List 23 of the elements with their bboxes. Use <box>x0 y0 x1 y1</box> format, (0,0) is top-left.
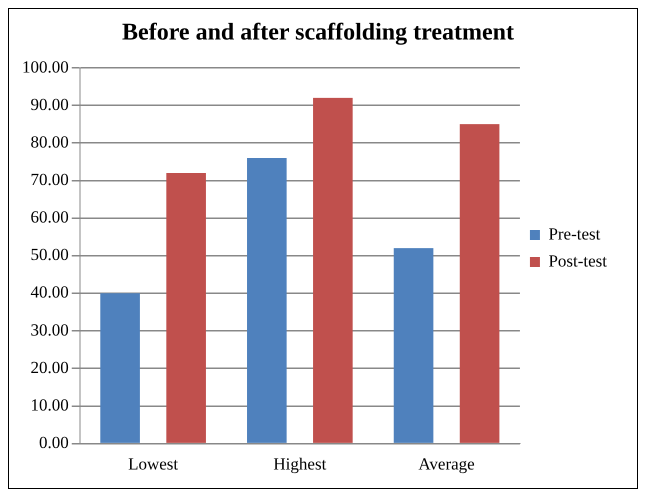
x-tick-label: Lowest <box>128 454 178 474</box>
bar <box>313 98 353 443</box>
legend-label: Post-test <box>548 251 608 270</box>
bar <box>100 293 140 443</box>
y-tick-label: 60.00 <box>30 208 69 227</box>
bar <box>460 124 500 443</box>
y-tick-label: 90.00 <box>30 94 69 114</box>
y-tick-label: 70.00 <box>30 170 69 190</box>
x-tick-label: Average <box>418 454 475 474</box>
bar <box>166 173 206 443</box>
bar <box>394 248 434 443</box>
bar <box>247 158 287 443</box>
y-tick-label: 40.00 <box>30 282 69 302</box>
y-tick-label: 10.00 <box>30 395 69 414</box>
y-tick-label: 100.00 <box>22 57 69 76</box>
x-tick-label: Highest <box>273 454 327 474</box>
y-tick-label: 20.00 <box>30 358 69 377</box>
chart-title: Before and after scaffolding treatment <box>122 20 514 46</box>
legend-label: Pre-test <box>548 224 601 244</box>
y-tick-label: 30.00 <box>30 320 69 340</box>
y-tick-label: 0.00 <box>39 433 69 452</box>
y-tick-label: 50.00 <box>30 245 69 264</box>
y-tick-label: 80.00 <box>30 132 69 152</box>
